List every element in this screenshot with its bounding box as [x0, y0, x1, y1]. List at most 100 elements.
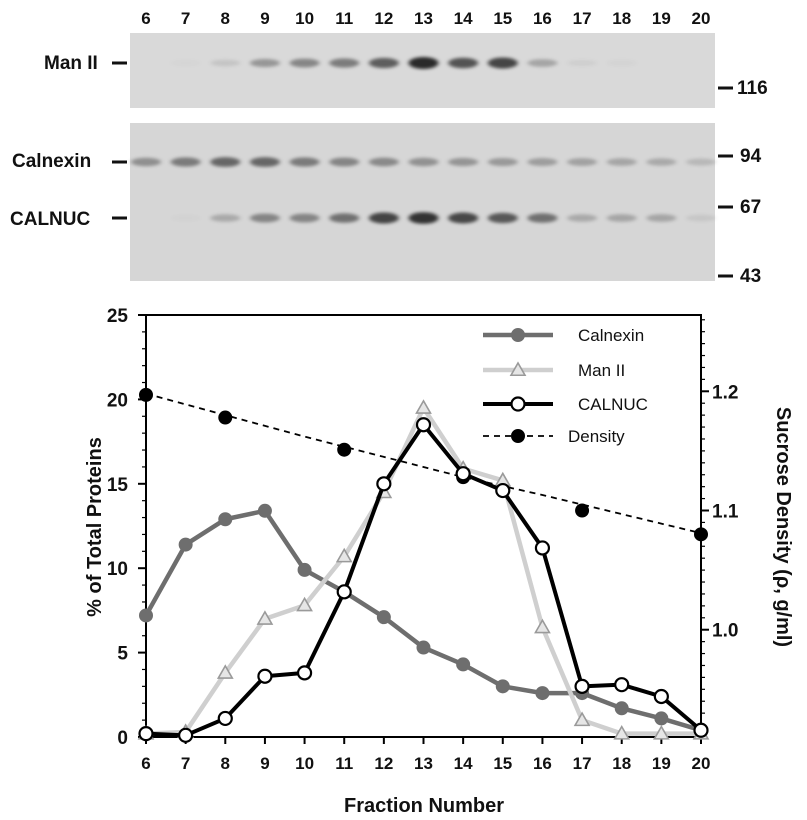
point-density: [511, 429, 525, 443]
band-calnuc: [448, 212, 479, 224]
y-axis-title: % of Total Proteins: [84, 437, 106, 617]
point-calnuc: [653, 688, 669, 705]
series-density: [139, 387, 708, 542]
x-tick-label: 15: [493, 754, 512, 773]
band-man-ii: [448, 57, 479, 69]
row-label-calnuc: CALNUC: [10, 209, 90, 230]
y-tick-label: 5: [117, 644, 128, 665]
legend-label-calnuc: CALNUC: [578, 395, 648, 414]
band-calnuc: [487, 212, 518, 224]
point-calnexin: [654, 711, 669, 726]
point-calnexin: [511, 328, 525, 342]
legend-item-calnexin: Calnexin: [483, 326, 644, 345]
band-calnexin: [131, 157, 161, 167]
band-calnuc: [329, 213, 360, 223]
lane-label: 11: [335, 9, 353, 28]
band-calnexin: [487, 157, 518, 167]
point-calnexin: [178, 537, 193, 552]
point-calnexin: [139, 608, 153, 623]
lane-label: 14: [454, 9, 473, 28]
point-calnexin: [297, 562, 312, 577]
row-label-man-ii: Man II: [44, 53, 98, 74]
band-man-ii: [368, 57, 399, 69]
band-man-ii: [171, 60, 201, 66]
point-man-ii: [296, 596, 313, 612]
blot-bands: [131, 57, 716, 224]
y-tick-label: 10: [107, 559, 128, 580]
point-calnuc: [495, 482, 511, 499]
y2-tick-label: 1.1: [712, 502, 739, 523]
band-calnexin: [606, 158, 637, 166]
point-man-ii: [573, 711, 591, 727]
band-calnuc: [527, 213, 558, 223]
lane-label: 9: [260, 9, 269, 28]
y-tick-label: 25: [107, 306, 129, 327]
point-calnexin: [535, 686, 550, 701]
legend: Calnexin Man II CALNUC Density: [483, 326, 648, 446]
point-calnuc: [138, 726, 154, 742]
marker-label-67: 67: [740, 197, 761, 218]
band-man-ii: [329, 58, 360, 68]
y2-tick-label: 1.0: [712, 621, 738, 642]
point-calnuc: [614, 677, 630, 693]
y-tick-label: 0: [117, 728, 128, 749]
band-man-ii: [210, 59, 241, 67]
lane-label: 17: [573, 9, 592, 28]
y-tick-label: 20: [107, 390, 128, 411]
lane-label: 10: [295, 9, 314, 28]
band-man-ii: [567, 59, 598, 67]
point-calnexin: [416, 640, 431, 655]
y2-tick-label: 1.2: [712, 382, 738, 403]
fractionation-chart: 6 7 8 9 10 11 12 13 14 15 16 17 18 19 20 0 5 10 15 20 25 1.…: [84, 306, 794, 817]
point-man-ii: [509, 361, 527, 377]
point-man-ii: [613, 725, 631, 740]
point-calnuc: [455, 466, 471, 482]
x-tick-label: 19: [652, 754, 671, 773]
lane-label: 12: [374, 9, 393, 28]
band-calnuc: [249, 213, 280, 223]
band-calnexin: [567, 158, 598, 166]
band-calnuc: [408, 212, 439, 224]
band-calnexin: [210, 157, 241, 167]
point-calnuc: [510, 396, 526, 412]
band-man-ii: [249, 58, 280, 68]
band-calnexin: [686, 158, 716, 166]
band-calnuc: [210, 214, 241, 222]
line-calnexin: [144, 508, 702, 733]
point-man-ii: [415, 399, 432, 414]
lane-label: 13: [414, 9, 433, 28]
x-tick-label: 18: [612, 754, 631, 773]
legend-item-calnuc: CALNUC: [483, 395, 648, 414]
x-tick-label: 16: [533, 754, 552, 773]
band-calnexin: [289, 157, 320, 167]
point-calnuc: [217, 710, 233, 727]
row-label-calnexin: Calnexin: [12, 151, 91, 172]
point-calnuc: [693, 722, 709, 738]
marker-label-43: 43: [740, 266, 761, 287]
band-calnuc: [567, 214, 598, 222]
series-calnuc: [138, 417, 709, 743]
x-axis: 6 7 8 9 10 11 12 13 14 15 16 17 18 19 20: [141, 737, 710, 773]
x-tick-label: 12: [374, 754, 393, 773]
band-man-ii: [527, 59, 558, 67]
point-calnuc: [415, 417, 432, 433]
legend-label-density: Density: [568, 427, 625, 446]
point-calnuc: [257, 668, 273, 684]
band-calnuc: [606, 214, 637, 222]
band-man-ii: [607, 60, 637, 66]
x-tick-label: 9: [260, 754, 269, 773]
point-calnexin: [257, 503, 272, 518]
lane-label: 18: [612, 9, 631, 28]
band-man-ii: [289, 58, 320, 68]
lane-label: 15: [493, 9, 512, 28]
legend-label-man-ii: Man II: [578, 361, 625, 380]
band-calnexin: [408, 157, 439, 167]
band-calnexin: [170, 157, 201, 167]
x-tick-label: 20: [692, 754, 711, 773]
x-tick-label: 10: [295, 754, 314, 773]
legend-item-man-ii: Man II: [483, 361, 625, 380]
x-tick-label: 8: [221, 754, 230, 773]
legend-item-density: Density: [483, 427, 625, 446]
series-calnexin: [139, 503, 708, 738]
band-calnexin: [249, 157, 280, 167]
